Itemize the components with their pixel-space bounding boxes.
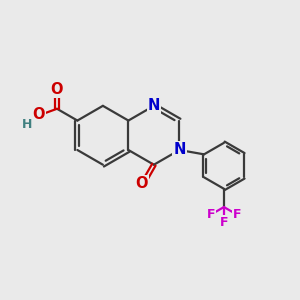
Text: F: F [233, 208, 242, 221]
Text: H: H [21, 118, 32, 131]
Text: F: F [220, 216, 228, 229]
Text: O: O [32, 107, 45, 122]
Text: O: O [51, 82, 63, 97]
Text: O: O [135, 176, 148, 191]
Text: F: F [206, 208, 215, 221]
Text: N: N [173, 142, 186, 158]
Text: N: N [148, 98, 160, 113]
